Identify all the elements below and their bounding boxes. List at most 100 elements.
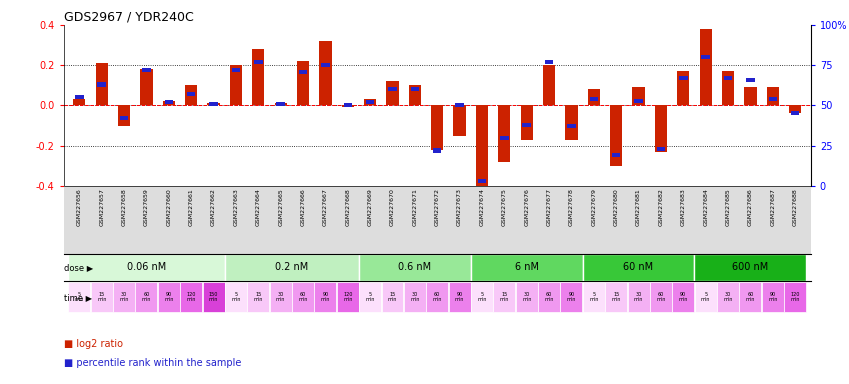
Text: GSM227687: GSM227687	[770, 188, 775, 226]
Bar	[634, 99, 643, 103]
Bar	[791, 111, 800, 116]
Bar	[366, 100, 374, 104]
Bar	[567, 124, 576, 128]
Bar	[633, 87, 644, 106]
FancyBboxPatch shape	[247, 282, 269, 312]
Bar	[701, 55, 710, 59]
Text: 90
min: 90 min	[768, 292, 778, 303]
Text: 120
min: 120 min	[187, 292, 196, 303]
Text: GSM227669: GSM227669	[368, 188, 373, 226]
Bar	[655, 106, 667, 152]
Bar	[274, 103, 287, 106]
Bar	[746, 78, 755, 82]
FancyBboxPatch shape	[672, 282, 694, 312]
Text: GSM227661: GSM227661	[188, 188, 194, 226]
Bar	[545, 60, 554, 64]
FancyBboxPatch shape	[583, 282, 604, 312]
Text: GSM227681: GSM227681	[636, 188, 641, 226]
Text: GSM227686: GSM227686	[748, 188, 753, 226]
Text: GSM227674: GSM227674	[480, 188, 485, 226]
Text: GSM227658: GSM227658	[121, 188, 127, 226]
Text: 600 nM: 600 nM	[733, 262, 768, 272]
FancyBboxPatch shape	[515, 282, 537, 312]
Bar	[453, 106, 466, 136]
Text: 15
min: 15 min	[611, 292, 621, 303]
Text: 60
min: 60 min	[544, 292, 554, 303]
Text: 15
min: 15 min	[500, 292, 509, 303]
Text: GSM227685: GSM227685	[726, 188, 730, 226]
Bar	[455, 103, 464, 108]
Bar	[185, 85, 197, 106]
Bar	[142, 68, 150, 72]
Text: dose ▶: dose ▶	[65, 263, 93, 272]
Text: 120
min: 120 min	[343, 292, 352, 303]
Bar	[433, 149, 441, 152]
Bar	[700, 29, 711, 106]
Text: 0.06 nM: 0.06 nM	[127, 262, 166, 272]
FancyBboxPatch shape	[113, 282, 135, 312]
FancyBboxPatch shape	[448, 282, 470, 312]
Bar	[767, 87, 779, 106]
Text: GSM227682: GSM227682	[659, 188, 663, 226]
Bar	[475, 106, 488, 186]
FancyBboxPatch shape	[694, 254, 807, 281]
Bar	[163, 101, 175, 106]
Text: 60
min: 60 min	[298, 292, 307, 303]
Bar	[75, 95, 83, 99]
Text: ■ percentile rank within the sample: ■ percentile rank within the sample	[64, 358, 241, 368]
Text: GSM227675: GSM227675	[502, 188, 507, 226]
Text: 90
min: 90 min	[678, 292, 688, 303]
Text: GSM227671: GSM227671	[413, 188, 418, 226]
FancyBboxPatch shape	[180, 282, 202, 312]
Text: 30
min: 30 min	[522, 292, 531, 303]
Text: GSM227683: GSM227683	[681, 188, 686, 226]
Bar	[319, 41, 332, 106]
FancyBboxPatch shape	[359, 254, 471, 281]
FancyBboxPatch shape	[560, 282, 582, 312]
FancyBboxPatch shape	[136, 282, 157, 312]
Text: GSM227659: GSM227659	[144, 188, 149, 226]
FancyBboxPatch shape	[694, 282, 717, 312]
Text: GSM227680: GSM227680	[614, 188, 619, 226]
Text: GSM227677: GSM227677	[547, 188, 552, 226]
Text: 60
min: 60 min	[656, 292, 666, 303]
Bar	[254, 60, 262, 64]
Text: GSM227665: GSM227665	[278, 188, 284, 226]
Text: 5
min: 5 min	[231, 292, 240, 303]
FancyBboxPatch shape	[337, 282, 359, 312]
Bar	[210, 102, 218, 106]
Bar	[344, 103, 352, 108]
Bar	[768, 97, 777, 101]
Bar	[679, 76, 688, 80]
Bar	[565, 106, 577, 140]
Bar	[232, 68, 240, 72]
Bar	[120, 116, 128, 120]
FancyBboxPatch shape	[650, 282, 672, 312]
Text: 0.2 nM: 0.2 nM	[275, 262, 308, 272]
Text: 5
min: 5 min	[365, 292, 374, 303]
Bar	[386, 81, 399, 106]
Bar	[411, 87, 419, 91]
Text: GSM227667: GSM227667	[323, 188, 328, 226]
FancyBboxPatch shape	[225, 254, 359, 281]
FancyBboxPatch shape	[203, 282, 224, 312]
Text: GDS2967 / YDR240C: GDS2967 / YDR240C	[64, 11, 194, 24]
FancyBboxPatch shape	[292, 282, 314, 312]
Text: 30
min: 30 min	[276, 292, 285, 303]
Text: 15
min: 15 min	[97, 292, 106, 303]
Bar	[187, 92, 195, 96]
FancyBboxPatch shape	[471, 282, 493, 312]
Bar	[724, 76, 733, 80]
Bar	[722, 71, 734, 106]
FancyBboxPatch shape	[314, 282, 336, 312]
Text: GSM227679: GSM227679	[591, 188, 596, 226]
Text: 90
min: 90 min	[164, 292, 173, 303]
FancyBboxPatch shape	[68, 254, 225, 281]
Bar	[207, 103, 220, 106]
Text: GSM227670: GSM227670	[390, 188, 395, 226]
Text: 30
min: 30 min	[634, 292, 644, 303]
Bar	[341, 106, 354, 108]
Text: 30
min: 30 min	[723, 292, 733, 303]
Bar	[520, 106, 533, 140]
Bar	[789, 106, 801, 114]
